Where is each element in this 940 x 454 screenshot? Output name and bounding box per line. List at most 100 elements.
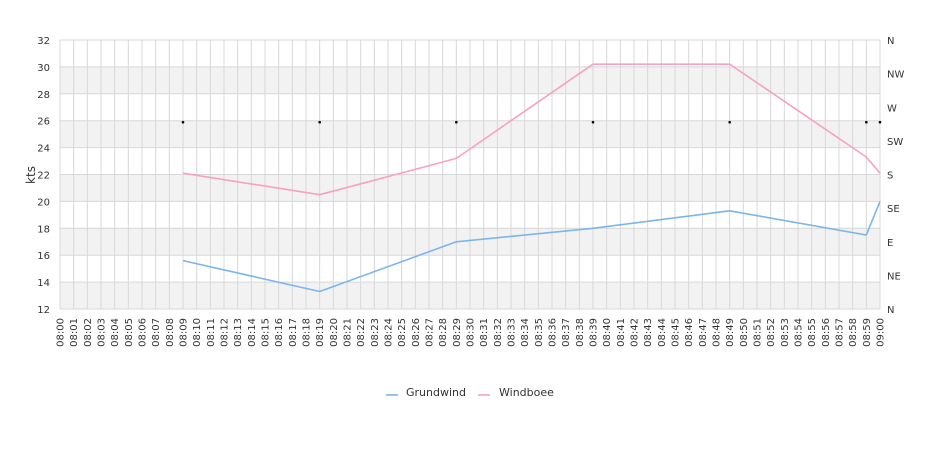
y2-tick-label: SE: [887, 204, 900, 215]
direction-point: [181, 120, 185, 124]
x-tick-label: 08:57: [835, 318, 846, 347]
x-tick-label: 08:44: [657, 318, 668, 347]
direction-point: [728, 120, 731, 124]
legend-label: Grundwind: [406, 386, 466, 399]
x-tick-label: 08:05: [124, 318, 135, 347]
y-tick-label: 20: [37, 197, 50, 208]
y2-tick-label: E: [887, 238, 893, 249]
x-tick-label: 08:21: [343, 318, 354, 347]
x-tick-label: 09:00: [876, 318, 887, 347]
x-tick-label: 08:43: [643, 318, 654, 347]
x-tick-label: 08:14: [247, 318, 258, 347]
y-axis-ticks: 12 14 16 18 20 22 24 26 28 30 32: [37, 36, 50, 316]
grid-lines: [59, 39, 881, 310]
x-tick-label: 08:35: [534, 318, 545, 347]
y-tick-label: 12: [37, 305, 50, 316]
y-tick-label: 24: [37, 144, 50, 155]
x-tick-label: 08:07: [151, 318, 162, 347]
x-tick-label: 08:24: [384, 318, 395, 347]
x-tick-label: 08:42: [630, 318, 641, 347]
x-tick-label: 08:53: [780, 318, 791, 347]
x-tick-label: 08:49: [725, 318, 736, 347]
legend-label: Windboee: [499, 386, 554, 399]
series-line: [182, 63, 881, 196]
x-tick-label: 08:16: [274, 318, 285, 347]
y-tick-label: 26: [37, 117, 50, 128]
x-tick-label: 08:22: [356, 318, 367, 347]
direction-point: [878, 120, 882, 124]
x-tick-label: 08:25: [397, 318, 408, 347]
y2-tick-label: W: [887, 103, 897, 114]
x-tick-label: 08:15: [261, 318, 272, 347]
x-tick-label: 08:45: [671, 318, 682, 347]
x-axis-ticks: 08:00 08:01 08:02 08:03 08:04 08:05 08:06 08:07…: [56, 318, 887, 347]
y2-axis-ticks: N NE E SE S SW W NW N: [887, 36, 904, 316]
x-tick-label: 08:31: [479, 318, 490, 347]
x-tick-label: 08:56: [821, 318, 832, 347]
y2-tick-label: N: [887, 305, 894, 316]
y-tick-label: 18: [37, 224, 50, 235]
y-tick-label: 28: [37, 90, 50, 101]
y2-tick-label: S: [887, 171, 893, 182]
x-tick-label: 08:51: [753, 318, 764, 347]
x-tick-label: 08:58: [848, 318, 859, 347]
x-tick-label: 08:30: [466, 318, 477, 347]
x-tick-label: 08:23: [370, 318, 381, 347]
y-tick-label: 30: [37, 63, 50, 74]
x-tick-label: 08:48: [712, 318, 723, 347]
x-tick-label: 08:50: [739, 318, 750, 347]
x-tick-label: 08:28: [438, 318, 449, 347]
x-tick-label: 08:38: [575, 318, 586, 347]
y-tick-label: 32: [37, 36, 50, 47]
y-tick-label: 14: [37, 278, 50, 289]
y-axis-label: kts: [24, 166, 38, 184]
x-tick-label: 08:47: [698, 318, 709, 347]
x-tick-label: 08:12: [220, 318, 231, 347]
x-tick-label: 08:59: [862, 318, 873, 347]
x-tick-label: 08:37: [561, 318, 572, 347]
x-tick-label: 08:36: [548, 318, 559, 347]
y2-tick-label: N: [887, 36, 894, 47]
y2-tick-label: SW: [887, 137, 903, 148]
x-tick-label: 08:02: [83, 318, 94, 347]
x-tick-label: 08:39: [589, 318, 600, 347]
x-tick-label: 08:19: [315, 318, 326, 347]
legend: Grundwind Windboee: [386, 386, 554, 399]
x-tick-label: 08:54: [794, 318, 805, 347]
direction-markers: [181, 120, 882, 124]
direction-point: [318, 120, 321, 124]
x-tick-label: 08:00: [56, 318, 67, 347]
x-tick-label: 08:17: [288, 318, 299, 347]
x-tick-label: 08:04: [110, 318, 121, 347]
y2-tick-label: NE: [887, 271, 901, 282]
x-tick-label: 08:03: [97, 318, 108, 347]
y-tick-label: 22: [37, 171, 50, 182]
x-tick-label: 08:08: [165, 318, 176, 347]
x-tick-label: 08:29: [452, 318, 463, 347]
x-tick-label: 08:40: [602, 318, 613, 347]
x-tick-label: 08:11: [206, 318, 217, 347]
x-tick-label: 08:27: [425, 318, 436, 347]
x-tick-label: 08:09: [179, 318, 190, 347]
x-tick-label: 08:26: [411, 318, 422, 347]
x-tick-label: 08:34: [520, 318, 531, 347]
x-tick-label: 08:10: [192, 318, 203, 347]
x-tick-label: 08:55: [807, 318, 818, 347]
x-tick-label: 08:18: [302, 318, 313, 347]
x-tick-label: 08:33: [507, 318, 518, 347]
direction-point: [865, 120, 868, 124]
x-tick-label: 08:46: [684, 318, 695, 347]
x-tick-label: 08:01: [69, 318, 80, 347]
y-tick-label: 16: [37, 251, 50, 262]
y2-tick-label: NW: [887, 70, 904, 81]
x-tick-label: 08:32: [493, 318, 504, 347]
series-lines: [182, 63, 881, 293]
x-tick-label: 08:06: [138, 318, 149, 347]
direction-point: [591, 120, 595, 124]
x-tick-label: 08:41: [616, 318, 627, 347]
x-tick-label: 08:13: [233, 318, 244, 347]
series-line: [182, 201, 881, 293]
x-tick-label: 08:52: [766, 318, 777, 347]
